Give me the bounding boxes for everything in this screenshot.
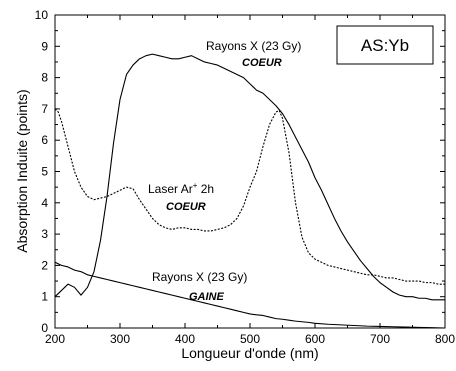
x-tick-label-1: 300: [110, 332, 130, 346]
x-tick-label-6: 800: [435, 332, 455, 346]
annotation-xray-clad-line2: GAINE: [189, 291, 225, 303]
y-tick-label-4: 4: [41, 196, 48, 210]
series-line-xray-core: [54, 53, 445, 301]
x-tick-label-4: 600: [305, 332, 325, 346]
annotation-xray-clad: Rayons X (23 Gy) GAINE: [152, 270, 247, 303]
y-tick-label-1: 1: [41, 290, 48, 304]
y-tick-label-9: 9: [41, 39, 48, 53]
y-tick-label-8: 8: [41, 71, 48, 85]
annotation-xray-core-line2: COEUR: [242, 57, 282, 69]
y-tick-label-7: 7: [41, 102, 48, 116]
legend-box-label: AS:Yb: [361, 36, 409, 55]
annotation-laser-core-line2: COEUR: [166, 201, 206, 213]
y-tick-label-2: 2: [41, 258, 48, 272]
annotation-laser-superscript: +: [193, 181, 198, 190]
x-tick-label-2: 400: [175, 332, 195, 346]
annotation-laser-core-line1: Laser Ar+ 2h: [148, 181, 214, 196]
annotation-laser-text: Laser Ar: [148, 182, 193, 196]
x-tick-label-3: 500: [240, 332, 260, 346]
legend-box: AS:Yb: [336, 25, 434, 65]
annotation-xray-clad-line1: Rayons X (23 Gy): [152, 270, 247, 284]
legend-box-frame: [336, 25, 434, 65]
annotation-xray-core-line1: Rayons X (23 Gy): [206, 39, 301, 53]
y-tick-label-6: 6: [41, 133, 48, 147]
y-tick-label-0: 0: [41, 321, 48, 335]
tick-layer: 200 300 400 500 600 700 800 0 1 2 3 4 5 6 7 8 9 10: [35, 8, 456, 346]
x-tick-label-5: 700: [370, 332, 390, 346]
series-layer: [54, 53, 446, 329]
plot-area: 200 300 400 500 600 700 800 0 1 2 3 4 5 6 7 8 9 10: [35, 8, 456, 346]
series-line-xray-clad: [54, 261, 446, 329]
annotation-laser-duration: 2h: [197, 182, 214, 196]
x-axis-title: Longueur d'onde (nm): [181, 345, 318, 361]
x-tick-label-0: 200: [45, 332, 65, 346]
y-tick-label-10: 10: [35, 8, 49, 22]
y-tick-label-5: 5: [41, 165, 48, 179]
series-line-laser-core: [54, 108, 445, 285]
annotation-xray-core: Rayons X (23 Gy) COEUR: [206, 39, 301, 69]
annotation-laser-core: Laser Ar+ 2h COEUR: [148, 181, 214, 213]
y-axis-title: Absorption Induite (points): [14, 89, 30, 252]
y-tick-label-3: 3: [41, 227, 48, 241]
